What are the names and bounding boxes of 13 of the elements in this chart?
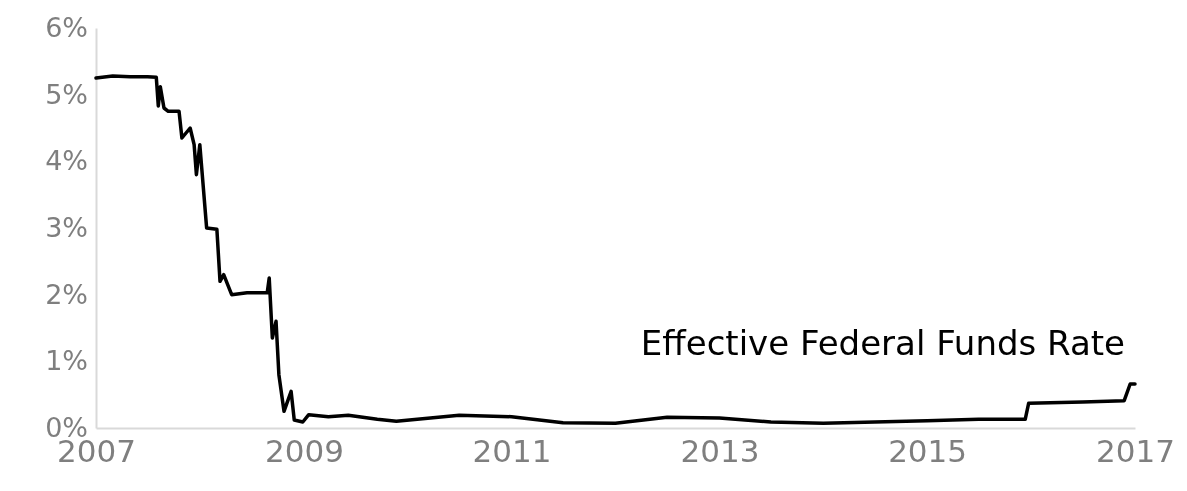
x-tick-label: 2013 [680,433,760,470]
series-label: Effective Federal Funds Rate [640,322,1125,363]
y-tick-label: 1% [45,345,88,377]
y-tick-label: 5% [45,78,88,110]
y-tick-label: 6% [45,12,88,44]
y-tick-label: 3% [45,212,88,244]
y-tick-label: 2% [45,278,88,310]
x-tick-label: 2011 [472,433,552,470]
line-series [94,74,1137,426]
x-tick-label: 2017 [1096,433,1175,470]
y-tick-label: 4% [45,145,88,177]
x-tick-label: 2009 [264,433,344,470]
x-tick-label: 2015 [888,433,968,470]
